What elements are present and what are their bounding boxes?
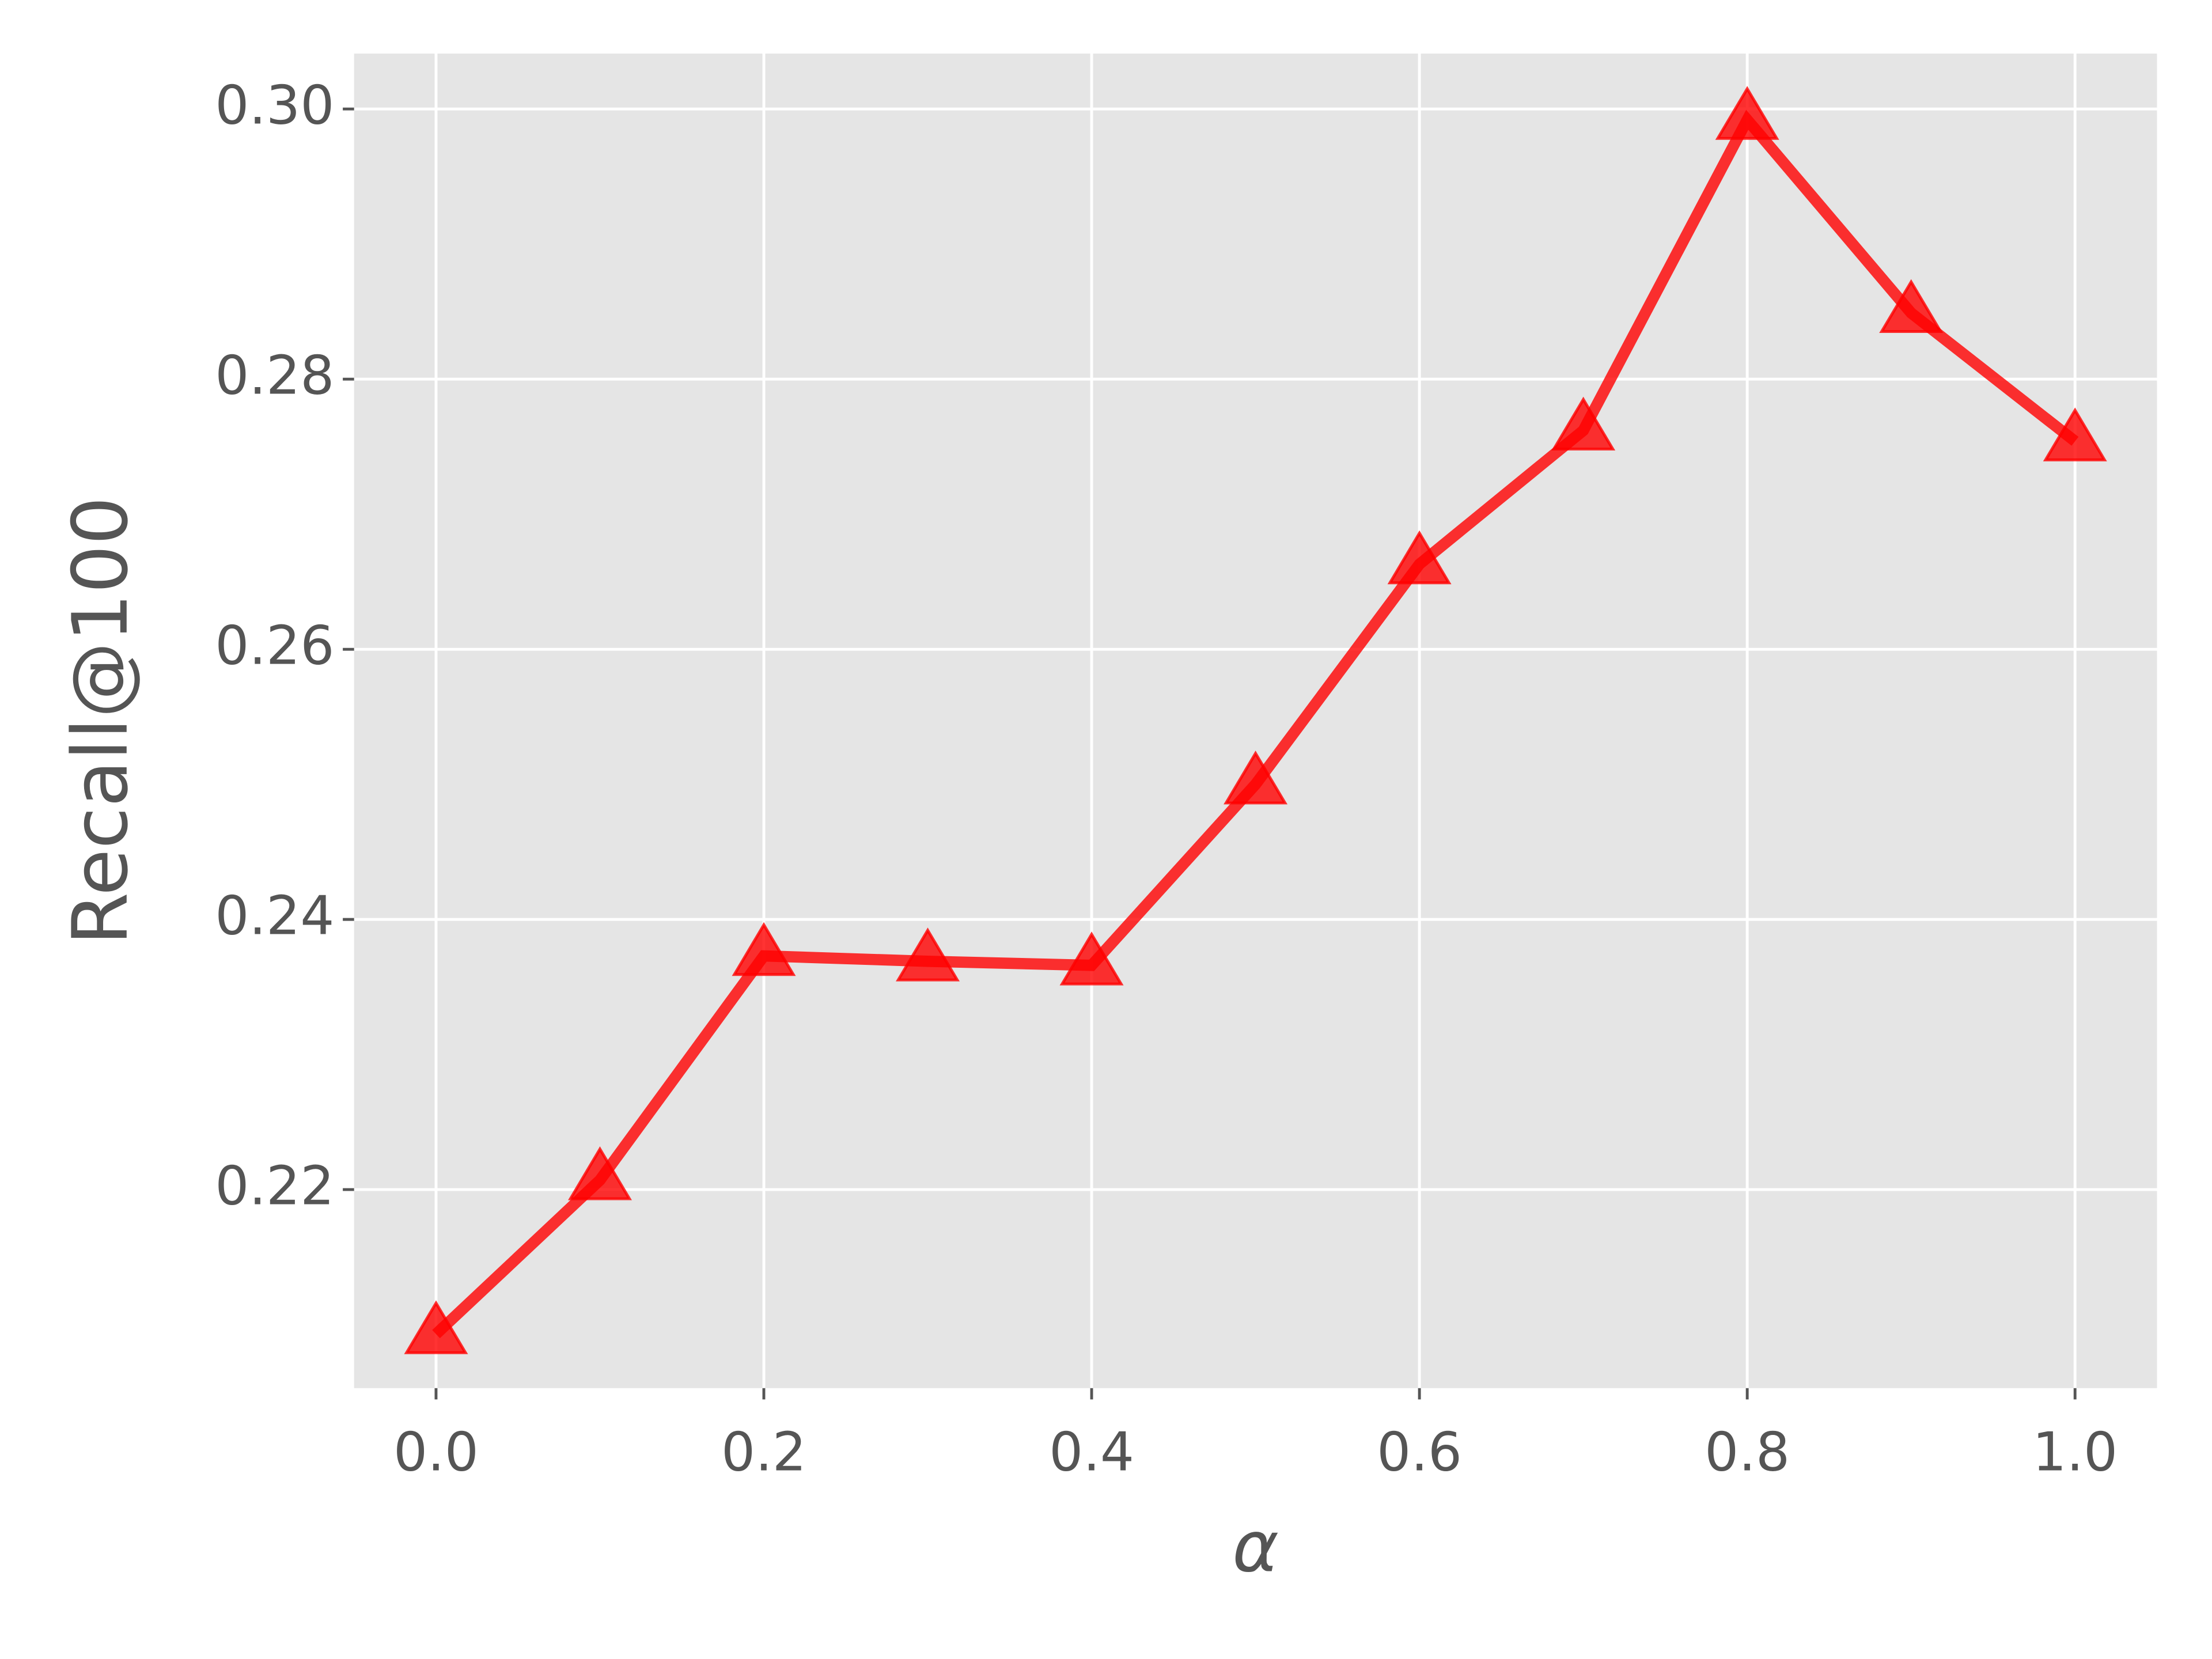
x-tick-label: 0.8 — [1705, 1421, 1790, 1483]
marker — [1879, 279, 1944, 334]
y-tick-label: 0.24 — [215, 885, 334, 947]
marker — [1551, 396, 1616, 451]
y-axis-label: Recall@100 — [56, 497, 145, 945]
marker — [1059, 931, 1124, 986]
marker — [2043, 407, 2107, 461]
y-tick-label: 0.28 — [215, 344, 334, 407]
marker — [732, 922, 796, 976]
marker — [1224, 750, 1288, 805]
x-axis-label: α — [1232, 1506, 1279, 1588]
y-tick-label: 0.30 — [215, 74, 334, 137]
marker — [404, 1300, 468, 1354]
x-tick-label: 0.6 — [1377, 1421, 1462, 1483]
marker — [567, 1146, 632, 1200]
x-tick-label: 0.4 — [1049, 1421, 1134, 1483]
x-tick-label: 0.2 — [721, 1421, 806, 1483]
y-tick-label: 0.26 — [215, 615, 334, 677]
x-tick-label: 1.0 — [2032, 1421, 2118, 1483]
marker — [1715, 86, 1779, 140]
marker — [896, 927, 960, 982]
x-tick-label: 0.0 — [393, 1421, 479, 1483]
y-tick-label: 0.22 — [215, 1154, 334, 1217]
marker — [1387, 530, 1452, 585]
plot-area — [354, 54, 2157, 1388]
